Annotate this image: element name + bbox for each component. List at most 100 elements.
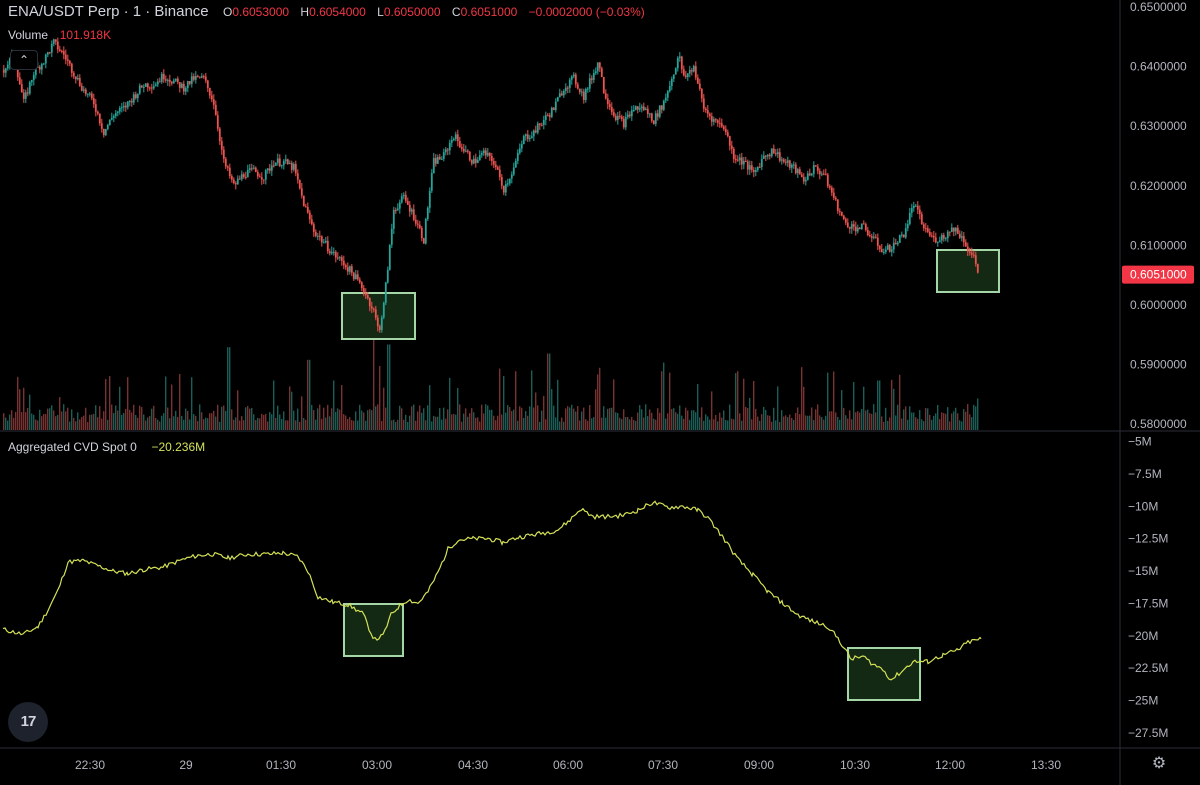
volume-bar — [5, 417, 7, 430]
candle-body — [16, 67, 19, 78]
volume-bar — [809, 415, 811, 430]
candle-body — [680, 56, 683, 70]
candle-body — [750, 165, 753, 170]
cvd-legend: Aggregated CVD Spot 0 −20.236M — [8, 440, 205, 454]
candle-body — [704, 108, 707, 111]
candle-body — [830, 187, 833, 193]
candle-body — [790, 164, 793, 168]
candle-body — [82, 89, 85, 91]
highlight-box-low — [341, 292, 416, 340]
candle-body — [400, 196, 403, 203]
candle-body — [842, 215, 845, 219]
candle-body — [286, 159, 289, 164]
candle-body — [872, 236, 875, 238]
candle-body — [106, 125, 109, 129]
candle-body — [120, 107, 123, 109]
candle-body — [640, 106, 643, 109]
volume-bar — [619, 417, 621, 430]
volume-bar — [91, 414, 93, 430]
candle-body — [560, 93, 563, 96]
candle-body — [636, 106, 639, 110]
candle-body — [152, 86, 155, 89]
symbol-title[interactable]: ENA/USDT Perp · 1 · Binance — [8, 3, 209, 20]
candle-body — [380, 317, 383, 331]
candle-body — [512, 167, 515, 175]
candle-body — [782, 159, 785, 162]
candle-body — [960, 236, 963, 238]
volume-bar — [759, 420, 761, 430]
candle-body — [794, 164, 797, 174]
candle-body — [542, 120, 545, 125]
candle-body — [864, 224, 867, 230]
volume-bar — [671, 409, 673, 430]
candle-body — [706, 110, 709, 114]
volume-bar — [819, 415, 821, 430]
volume-bar — [657, 408, 659, 430]
volume-bar — [873, 404, 875, 430]
volume-bar — [345, 415, 347, 430]
candle-body — [652, 120, 655, 124]
candle-body — [448, 142, 451, 151]
gear-icon[interactable]: ⚙ — [1151, 755, 1167, 772]
candle-body — [520, 144, 523, 149]
chevron-up-icon[interactable]: ⌃ — [10, 50, 38, 70]
price-tick-label: 0.5800000 — [1130, 417, 1187, 431]
volume-bar — [363, 412, 365, 430]
volume-bar — [689, 419, 691, 430]
volume-bar — [81, 416, 83, 430]
candle-body — [588, 78, 591, 89]
volume-bar — [203, 419, 205, 430]
candle-body — [376, 317, 379, 327]
volume-bar — [331, 408, 333, 430]
volume-bar — [375, 406, 377, 430]
candle-body — [370, 306, 373, 309]
volume-bar — [651, 412, 653, 430]
candle-body — [258, 176, 261, 178]
time-tick-label: 04:30 — [458, 758, 488, 772]
volume-bar — [649, 409, 651, 430]
candle-body — [40, 64, 43, 70]
candle-body — [172, 80, 175, 84]
candle-body — [612, 112, 615, 116]
volume-bar — [761, 414, 763, 430]
volume-bar — [639, 405, 641, 430]
volume-bar — [45, 414, 47, 430]
volume-bar — [413, 404, 415, 430]
candle-body — [20, 84, 23, 93]
candle-body — [110, 117, 113, 120]
candle-body — [740, 157, 743, 165]
volume-bar — [935, 413, 937, 430]
volume-bar — [359, 404, 361, 430]
tradingview-logo-icon[interactable]: 17 — [8, 702, 48, 742]
volume-bar — [159, 421, 161, 430]
candle-body — [730, 145, 733, 149]
volume-bar — [951, 413, 953, 430]
volume-bar — [341, 384, 343, 430]
candle-body — [628, 114, 631, 117]
volume-bar — [253, 414, 255, 430]
candle-body — [252, 167, 255, 169]
cvd-tick-label: −17.5M — [1128, 596, 1168, 610]
volume-bar — [963, 409, 965, 430]
candle-body — [710, 116, 713, 122]
volume-bar — [821, 417, 823, 430]
volume-bar — [205, 417, 207, 430]
candle-body — [696, 77, 699, 84]
candle-body — [194, 76, 197, 80]
volume-bar — [707, 416, 709, 430]
volume-bar — [683, 418, 685, 430]
candle-body — [948, 231, 951, 233]
volume-bar — [581, 411, 583, 430]
volume-bar — [627, 416, 629, 430]
annotation-boxes — [341, 249, 1000, 701]
candle-body — [602, 77, 605, 94]
last-price-label: 0.6051000 — [1130, 268, 1187, 282]
candle-body — [306, 206, 309, 213]
candle-body — [98, 113, 101, 124]
volume-bar — [609, 408, 611, 430]
volume-bar — [219, 421, 221, 430]
volume-bar — [575, 411, 577, 430]
candle-body — [358, 279, 361, 283]
candle-body — [450, 140, 453, 143]
